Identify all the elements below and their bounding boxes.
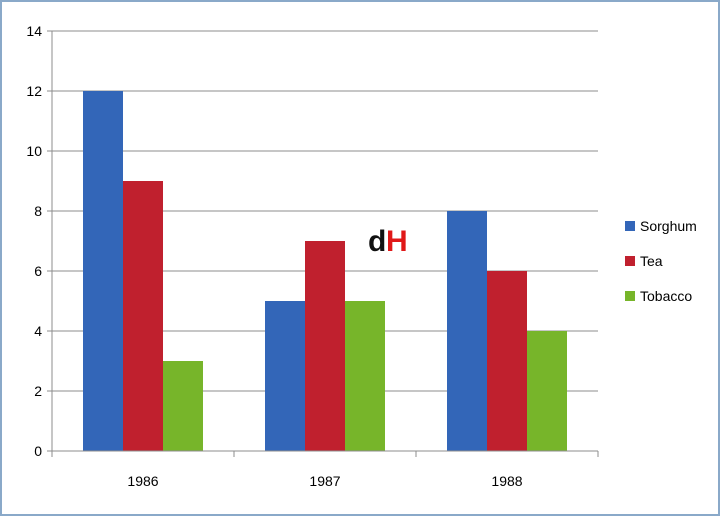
legend-swatch-tea [625,256,635,266]
y-tick-label: 4 [34,323,42,339]
bar-tobacco-1987 [345,301,385,451]
bar-tobacco-1986 [163,361,203,451]
y-tick-label: 2 [34,383,42,399]
x-tick-label: 1988 [491,473,522,489]
bar-sorghum-1988 [447,211,487,451]
y-tick-label: 10 [26,143,42,159]
bars [83,91,567,451]
x-tick-label: 1986 [127,473,158,489]
watermark-logo: d H [368,225,408,258]
y-tick-labels: 0 2 4 6 8 10 12 14 [26,23,42,459]
y-tick-label: 6 [34,263,42,279]
legend-swatch-sorghum [625,221,635,231]
legend: Sorghum Tea Tobacco [625,218,697,304]
bar-sorghum-1986 [83,91,123,451]
bar-sorghum-1987 [265,301,305,451]
y-tick-label: 12 [26,83,42,99]
bar-tea-1986 [123,181,163,451]
x-axis [51,450,599,457]
watermark-letter-d: d [368,225,386,258]
bar-tea-1987 [305,241,345,451]
legend-label-tea: Tea [640,253,663,269]
y-tick-label: 14 [26,23,42,39]
legend-label-sorghum: Sorghum [640,218,697,234]
x-tick-labels: 1986 1987 1988 [127,473,522,489]
watermark-letter-h: H [386,225,408,258]
bar-tobacco-1988 [527,331,567,451]
y-tick-label: 8 [34,203,42,219]
legend-label-tobacco: Tobacco [640,288,692,304]
y-tick-label: 0 [34,443,42,459]
legend-swatch-tobacco [625,291,635,301]
bar-tea-1988 [487,271,527,451]
x-tick-label: 1987 [309,473,340,489]
